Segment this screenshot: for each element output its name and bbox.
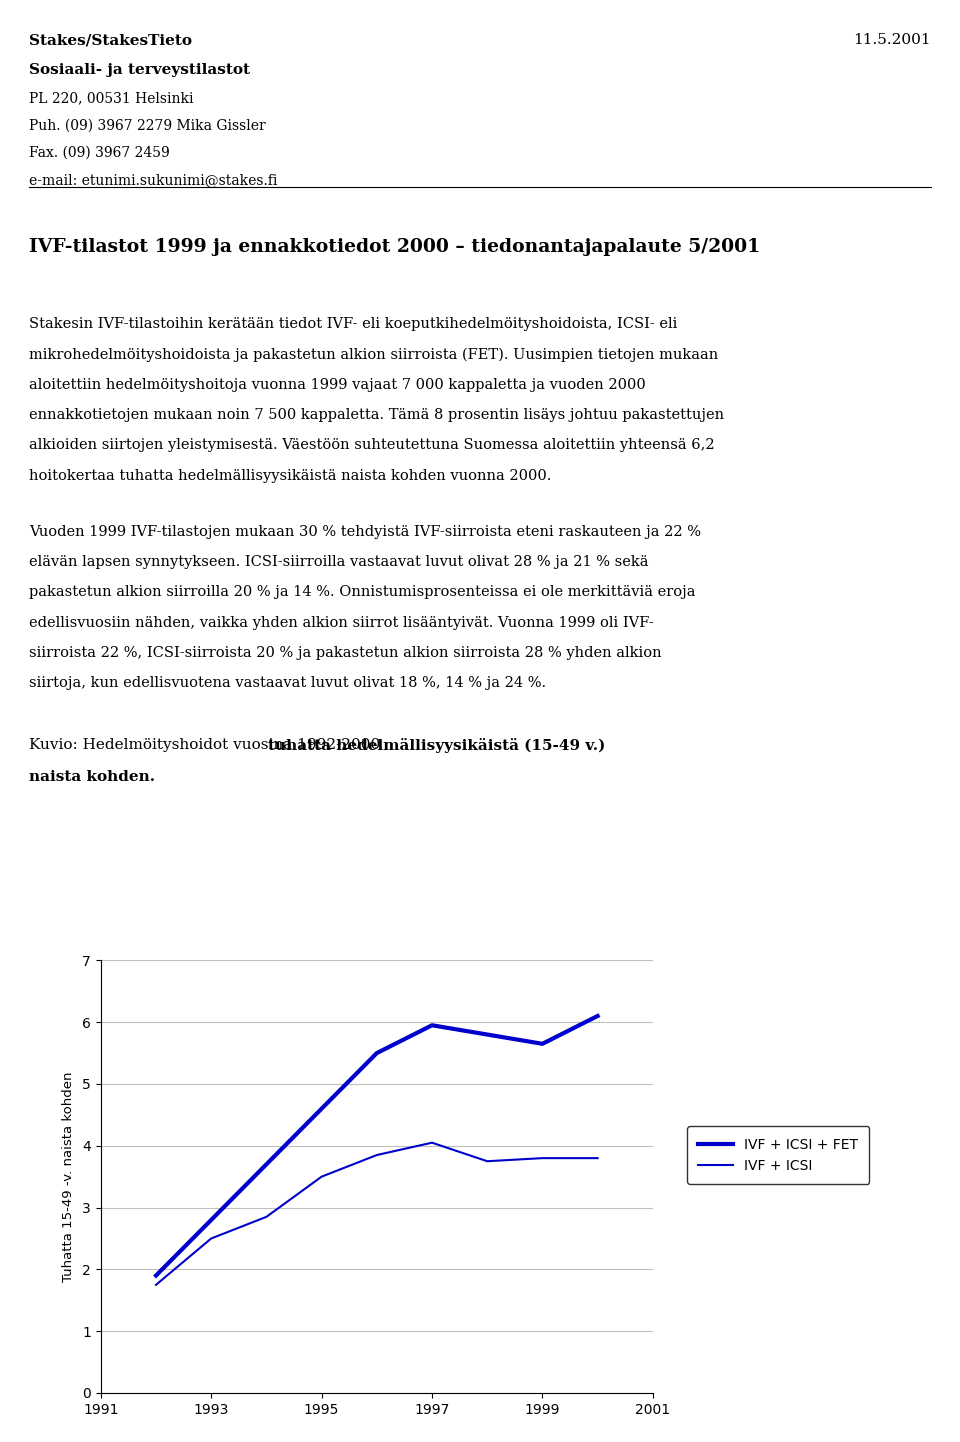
Text: IVF-tilastot 1999 ja ennakkotiedot 2000 – tiedonantajapalaute 5/2001: IVF-tilastot 1999 ja ennakkotiedot 2000 …: [29, 238, 760, 255]
Text: naista kohden.: naista kohden.: [29, 770, 155, 784]
Text: alkioiden siirtojen yleistymisestä. Väestöön suhteutettuna Suomessa aloitettiin : alkioiden siirtojen yleistymisestä. Väes…: [29, 438, 714, 453]
Text: mikrohedelmöityshoidoista ja pakastetun alkion siirroista (FET). Uusimpien tieto: mikrohedelmöityshoidoista ja pakastetun …: [29, 348, 718, 362]
Text: siirroista 22 %, ICSI-siirroista 20 % ja pakastetun alkion siirroista 28 % yhden: siirroista 22 %, ICSI-siirroista 20 % ja…: [29, 646, 661, 660]
Text: ennakkotietojen mukaan noin 7 500 kappaletta. Tämä 8 prosentin lisäys johtuu pak: ennakkotietojen mukaan noin 7 500 kappal…: [29, 408, 724, 423]
Text: aloitettiin hedelmöityshoitoja vuonna 1999 vajaat 7 000 kappaletta ja vuoden 200: aloitettiin hedelmöityshoitoja vuonna 19…: [29, 378, 645, 392]
Text: Vuoden 1999 IVF-tilastojen mukaan 30 % tehdyistä IVF-siirroista eteni raskauteen: Vuoden 1999 IVF-tilastojen mukaan 30 % t…: [29, 525, 701, 539]
Text: Fax. (09) 3967 2459: Fax. (09) 3967 2459: [29, 146, 170, 160]
Text: Sosiaali- ja terveystilastot: Sosiaali- ja terveystilastot: [29, 63, 250, 78]
Text: tuhatta hedelmällisyysikäistä (15-49 v.): tuhatta hedelmällisyysikäistä (15-49 v.): [268, 738, 606, 753]
Text: elävän lapsen synnytykseen. ICSI-siirroilla vastaavat luvut olivat 28 % ja 21 % : elävän lapsen synnytykseen. ICSI-siirroi…: [29, 555, 648, 570]
Text: 11.5.2001: 11.5.2001: [853, 33, 931, 48]
Text: Puh. (09) 3967 2279 Mika Gissler: Puh. (09) 3967 2279 Mika Gissler: [29, 118, 266, 133]
Text: e-mail: etunimi.sukunimi@stakes.fi: e-mail: etunimi.sukunimi@stakes.fi: [29, 173, 277, 187]
Text: siirtoja, kun edellisvuotena vastaavat luvut olivat 18 %, 14 % ja 24 %.: siirtoja, kun edellisvuotena vastaavat l…: [29, 676, 546, 691]
Text: Kuvio: Hedelmöityshoidot vuosina 1992-2000: Kuvio: Hedelmöityshoidot vuosina 1992-20…: [29, 738, 385, 753]
Legend: IVF + ICSI + FET, IVF + ICSI: IVF + ICSI + FET, IVF + ICSI: [687, 1126, 870, 1184]
Text: edellisvuosiin nähden, vaikka yhden alkion siirrot lisääntyivät. Vuonna 1999 oli: edellisvuosiin nähden, vaikka yhden alki…: [29, 616, 654, 630]
Text: Stakes/StakesTieto: Stakes/StakesTieto: [29, 33, 192, 48]
Text: Stakesin IVF-tilastoihin kerätään tiedot IVF- eli koeputkihedelmöityshoidoista, : Stakesin IVF-tilastoihin kerätään tiedot…: [29, 317, 677, 332]
Text: hoitokertaa tuhatta hedelmällisyysikäistä naista kohden vuonna 2000.: hoitokertaa tuhatta hedelmällisyysikäist…: [29, 469, 551, 483]
Y-axis label: Tuhatta 15-49 -v. naista kohden: Tuhatta 15-49 -v. naista kohden: [62, 1071, 75, 1282]
Text: pakastetun alkion siirroilla 20 % ja 14 %. Onnistumisprosenteissa ei ole merkitt: pakastetun alkion siirroilla 20 % ja 14 …: [29, 585, 695, 600]
Text: PL 220, 00531 Helsinki: PL 220, 00531 Helsinki: [29, 91, 193, 105]
